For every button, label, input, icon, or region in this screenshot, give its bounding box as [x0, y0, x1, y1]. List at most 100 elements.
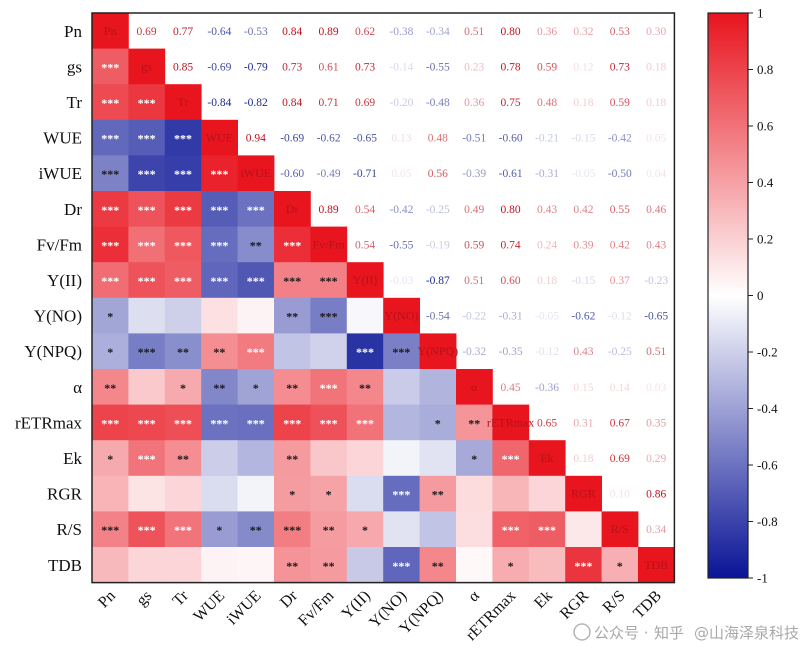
heatmap-cell	[274, 511, 311, 548]
heatmap-cell	[274, 440, 311, 477]
diagonal-cell	[164, 84, 202, 121]
heatmap-cell	[164, 511, 202, 548]
correlation-value: 0.42	[610, 239, 630, 251]
correlation-value: -0.34	[426, 26, 450, 38]
row-label: Ek	[63, 449, 82, 468]
significance-label: *	[107, 345, 113, 359]
significance-label: ***	[174, 274, 192, 288]
significance-label: **	[213, 345, 225, 359]
heatmap-cell	[346, 297, 384, 334]
heatmap-cell	[201, 404, 238, 441]
significance-label: **	[177, 345, 189, 359]
significance-label: ***	[356, 416, 374, 430]
heatmap-cell	[237, 404, 275, 441]
heatmap-cell	[274, 404, 311, 441]
correlation-value: 0.60	[501, 275, 521, 287]
heatmap-cell	[128, 297, 166, 334]
correlation-value: 0.49	[464, 204, 484, 216]
correlation-value: -0.23	[644, 275, 668, 287]
correlation-value: 0.71	[319, 97, 339, 109]
correlation-value: 0.43	[573, 346, 593, 358]
heatmap-cell	[383, 475, 420, 512]
heatmap-cell	[128, 511, 166, 548]
heatmap-cell	[92, 333, 129, 370]
heatmap-cell	[274, 547, 311, 583]
column-label: gs	[133, 587, 155, 609]
heatmap-cell	[92, 475, 129, 512]
heatmap-cell	[201, 475, 238, 512]
heatmap-cell	[164, 404, 202, 441]
heatmap-cell	[201, 191, 238, 227]
diagonal-cell	[638, 547, 675, 583]
diagonal-label: Fv/Fm	[313, 237, 346, 251]
correlation-value: -0.54	[426, 311, 450, 323]
correlation-value: -0.39	[462, 168, 486, 180]
correlation-value: -0.38	[389, 26, 413, 38]
significance-label: ***	[138, 274, 156, 288]
correlation-value: -0.05	[535, 311, 559, 323]
heatmap-cell	[383, 404, 420, 441]
row-label: gs	[67, 57, 82, 76]
significance-label: ***	[247, 274, 265, 288]
correlation-value: 0.54	[355, 204, 375, 216]
correlation-value: 0.35	[646, 417, 666, 429]
watermark-platform: 知乎	[654, 624, 684, 642]
heatmap-cell	[419, 404, 457, 441]
correlation-value: 0.18	[573, 97, 593, 109]
heatmap-cell	[383, 547, 420, 583]
correlation-value: -0.71	[353, 168, 377, 180]
heatmap-cell	[419, 511, 457, 548]
heatmap-cell	[128, 119, 166, 156]
wechat-icon	[573, 623, 591, 641]
row-label: Pn	[64, 22, 82, 41]
diagonal-cell	[419, 333, 457, 370]
significance-label: ***	[320, 274, 338, 288]
heatmap-cell	[346, 333, 384, 370]
correlation-value: -0.62	[571, 311, 595, 323]
correlation-value: 0.53	[610, 26, 630, 38]
row-label: WUE	[43, 129, 82, 148]
heatmap-cell	[601, 547, 639, 583]
heatmap-cell	[237, 297, 275, 334]
significance-label: ***	[138, 96, 156, 110]
correlation-value: -0.22	[462, 311, 486, 323]
heatmap-cell	[237, 440, 275, 477]
correlation-value: 0.29	[646, 453, 666, 465]
heatmap-cell	[237, 262, 275, 299]
heatmap-cell	[383, 333, 420, 370]
correlation-value: 0.56	[428, 168, 448, 180]
correlation-value: 0.14	[610, 382, 630, 394]
correlation-value: 0.51	[646, 346, 666, 358]
heatmap-cell	[310, 440, 348, 477]
correlation-value: -0.31	[499, 311, 523, 323]
correlation-value: 0.73	[355, 61, 375, 73]
diagonal-cell	[601, 511, 639, 548]
correlation-value: -0.82	[244, 97, 268, 109]
colorbar-gradient	[707, 12, 749, 579]
diagonal-cell	[528, 440, 566, 477]
heatmap-cell	[201, 155, 238, 192]
correlation-value: -0.42	[608, 133, 632, 145]
heatmap-cell	[310, 475, 348, 512]
heatmap-cell	[164, 262, 202, 299]
correlation-value: 0.39	[573, 239, 593, 251]
heatmap-cell	[201, 262, 238, 299]
heatmap-cell	[128, 333, 166, 370]
significance-label: ***	[101, 238, 119, 252]
column-label: Fv/Fm	[295, 587, 338, 630]
significance-label: ***	[138, 167, 156, 181]
correlation-value: 0.74	[501, 239, 521, 251]
diagonal-cell	[92, 13, 129, 49]
correlation-value: 0.59	[537, 61, 557, 73]
heatmap-cell	[310, 404, 348, 441]
correlation-value: 0.80	[501, 26, 521, 38]
heatmap-cell	[92, 547, 129, 583]
significance-label: ***	[174, 523, 192, 537]
heatmap-cell	[201, 511, 238, 548]
heatmap-cell	[201, 440, 238, 477]
correlation-value: -0.35	[499, 346, 523, 358]
correlation-value: 0.10	[610, 489, 630, 501]
column-label: Dr	[277, 587, 301, 611]
diagonal-label: Y(II)	[353, 273, 378, 287]
